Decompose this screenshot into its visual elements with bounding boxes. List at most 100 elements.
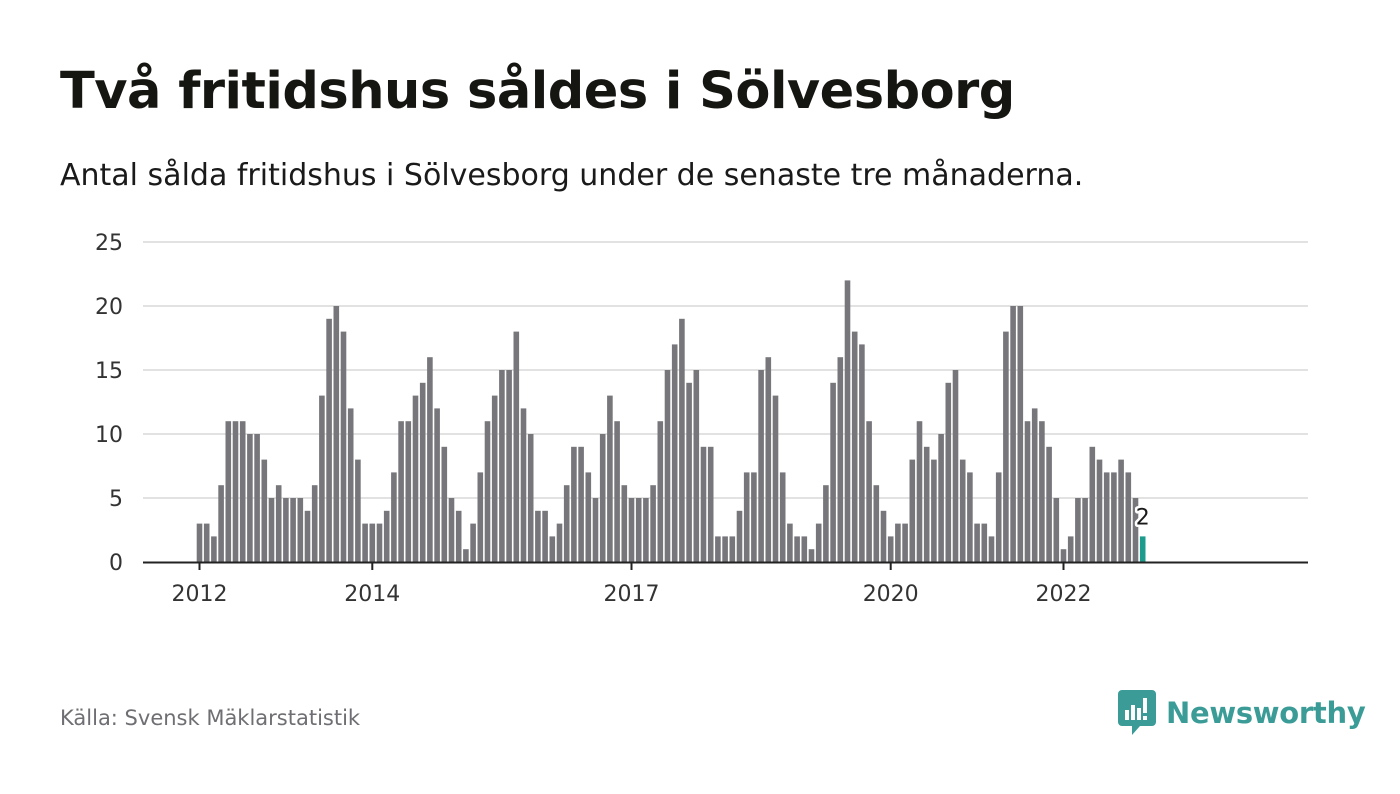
- bars: [196, 280, 1146, 562]
- bar: [556, 523, 563, 562]
- bar: [887, 536, 894, 562]
- bar: [527, 434, 534, 562]
- y-tick-label: 0: [109, 551, 123, 576]
- bar: [628, 498, 635, 562]
- x-tick-label: 2022: [1036, 582, 1092, 607]
- bar: [304, 510, 311, 562]
- bar: [427, 357, 433, 562]
- bar: [412, 395, 419, 562]
- bar: [347, 408, 354, 562]
- bar: [988, 536, 995, 562]
- bar: [700, 446, 707, 562]
- bar: [571, 446, 577, 562]
- bar: [311, 485, 318, 562]
- bar: [520, 408, 527, 562]
- bar: [535, 510, 541, 562]
- bar: [779, 472, 786, 562]
- bar: [837, 357, 844, 562]
- bar: [326, 318, 332, 562]
- bar: [355, 459, 361, 562]
- bar: [859, 344, 865, 562]
- bar: [657, 421, 664, 562]
- bar: [513, 331, 520, 562]
- bar: [283, 498, 289, 562]
- bar: [290, 498, 296, 562]
- bar: [758, 370, 764, 562]
- y-tick-label: 15: [95, 359, 123, 384]
- bar: [1060, 549, 1067, 562]
- brand-name: Newsworthy: [1166, 696, 1366, 730]
- bar: [592, 498, 599, 562]
- bar: [772, 395, 779, 562]
- bar: [477, 472, 484, 562]
- bar: [405, 421, 412, 562]
- bar: [823, 485, 829, 562]
- bar: [1125, 472, 1132, 562]
- bar: [895, 523, 901, 562]
- bar: [585, 472, 592, 562]
- bar: [268, 498, 275, 562]
- bar: [1103, 472, 1110, 562]
- x-tick-label: 2014: [344, 582, 400, 607]
- brand-logo: Newsworthy: [1118, 690, 1366, 736]
- bar: [319, 395, 325, 562]
- bar: [1046, 446, 1052, 562]
- bar: [419, 382, 426, 562]
- chart-title: Två fritidshus såldes i Sölvesborg: [60, 62, 1015, 121]
- x-tick-label: 2020: [863, 582, 919, 607]
- bar: [578, 446, 584, 562]
- bar: [1017, 306, 1024, 562]
- bar: [945, 382, 952, 562]
- bar: [563, 485, 570, 562]
- bar: [607, 395, 613, 562]
- newsworthy-logo-icon: [1118, 690, 1156, 735]
- bar: [621, 485, 628, 562]
- bar: [880, 510, 887, 562]
- bar: [815, 523, 822, 562]
- bar: [376, 523, 383, 562]
- bar: [643, 498, 649, 562]
- bar: [196, 523, 203, 562]
- bar: [916, 421, 923, 562]
- bar: [218, 485, 224, 562]
- bar: [369, 523, 376, 562]
- bar: [599, 434, 606, 562]
- bar: [455, 510, 462, 562]
- bar: [1024, 421, 1031, 562]
- bar: [434, 408, 440, 562]
- bar: [470, 523, 476, 562]
- bar: [830, 382, 836, 562]
- bar: [974, 523, 980, 562]
- bar: [938, 434, 944, 562]
- x-tick-label: 2017: [604, 582, 660, 607]
- y-tick-label: 5: [109, 487, 123, 512]
- bar: [736, 510, 743, 562]
- bar: [239, 421, 246, 562]
- y-tick-label: 10: [95, 423, 123, 448]
- gridlines: [143, 241, 1308, 499]
- bar: [873, 485, 880, 562]
- bar: [1075, 498, 1081, 562]
- bar: [981, 523, 988, 562]
- bar: [931, 459, 937, 562]
- bar: [909, 459, 916, 562]
- bar: [391, 472, 397, 562]
- bar: [902, 523, 908, 562]
- bar: [866, 421, 872, 562]
- bar: [203, 523, 210, 562]
- bar: [959, 459, 966, 562]
- bar: [952, 370, 959, 562]
- bar-highlight: [1139, 536, 1146, 562]
- bar: [679, 318, 685, 562]
- bar: [491, 395, 498, 562]
- chart-subtitle: Antal sålda fritidshus i Sölvesborg unde…: [60, 158, 1084, 193]
- bar: [808, 549, 815, 562]
- x-axis-ticks: 2012 2014 2017 2020 2022: [172, 562, 1092, 607]
- bar: [1118, 459, 1124, 562]
- bar: [635, 498, 642, 562]
- bar: [549, 536, 556, 562]
- bar: [844, 280, 851, 562]
- bar: [729, 536, 736, 562]
- last-value-label: 2: [1136, 505, 1150, 530]
- bar: [232, 421, 239, 562]
